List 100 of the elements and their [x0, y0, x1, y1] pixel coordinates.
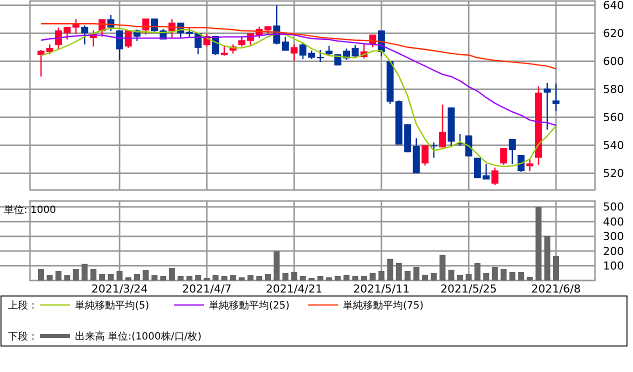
- x-tick-label: 2021/4/21: [266, 282, 322, 296]
- bar: [544, 236, 550, 280]
- candlestick: [544, 82, 551, 130]
- bar: [46, 275, 53, 280]
- x-tick-label: 2021/4/7: [182, 282, 232, 296]
- bar: [72, 269, 79, 280]
- legend-label: 単純移動平均(75): [343, 300, 424, 312]
- x-tick-label: 2021/5/25: [440, 282, 497, 296]
- bar: [274, 251, 280, 280]
- bar: [422, 274, 428, 280]
- bar: [55, 270, 62, 280]
- bar: [151, 275, 158, 280]
- y-tick-label: 600: [603, 55, 624, 68]
- legend-label: 出来高 単位:(1000株/口/枚): [75, 330, 202, 342]
- bar: [134, 274, 140, 280]
- candlestick: [116, 30, 124, 62]
- bar: [125, 277, 132, 280]
- bar: [387, 258, 394, 280]
- bar: [64, 275, 70, 280]
- y-tick-label: 640: [603, 0, 624, 12]
- bar: [247, 275, 254, 280]
- bar: [317, 276, 324, 280]
- y-tick-label: 300: [603, 230, 624, 244]
- legend-label: 単純移動平均(25): [209, 300, 290, 312]
- bar: [221, 276, 228, 280]
- y-tick-label: 520: [603, 167, 624, 180]
- bar: [291, 272, 298, 280]
- bar: [38, 269, 44, 280]
- y-tick-label: 100: [603, 260, 624, 273]
- bar: [378, 270, 384, 280]
- bar: [518, 272, 524, 280]
- y-tick-label: 400: [603, 215, 624, 228]
- candlestick: [526, 158, 534, 172]
- bar: [230, 275, 236, 280]
- bar: [204, 278, 210, 280]
- bar: [430, 272, 437, 280]
- x-tick-label: 2021/5/11: [353, 282, 410, 296]
- bar: [264, 274, 271, 280]
- bar: [526, 276, 533, 280]
- bar: [90, 269, 96, 280]
- bar: [334, 276, 341, 280]
- bar: [404, 270, 411, 280]
- candlestick: [552, 82, 560, 112]
- bar: [413, 266, 420, 280]
- y-tick-label: 500: [603, 200, 624, 214]
- bar: [186, 276, 192, 280]
- bar: [82, 264, 88, 280]
- candlestick: [491, 166, 498, 186]
- candlestick: [422, 144, 429, 166]
- candlestick: [518, 154, 525, 172]
- bar: [300, 276, 306, 280]
- bar: [142, 270, 149, 280]
- candlestick: [439, 104, 446, 148]
- bar: [440, 254, 446, 280]
- bar: [536, 206, 542, 280]
- candlestick: [290, 44, 298, 62]
- bar: [370, 272, 376, 280]
- legend-title: 下段：: [8, 330, 38, 342]
- candlestick: [326, 45, 333, 56]
- bar: [212, 275, 219, 280]
- x-tick-label: 2021/3/24: [91, 282, 148, 296]
- bar: [326, 277, 332, 280]
- bar: [308, 278, 315, 280]
- candlestick: [430, 142, 438, 158]
- bar: [396, 262, 402, 280]
- y-tick-label: 200: [603, 244, 624, 258]
- bar: [116, 270, 123, 280]
- legend-label: 単純移動平均(5): [75, 300, 150, 312]
- bar: [99, 274, 106, 280]
- bar: [168, 268, 175, 280]
- bar: [195, 275, 202, 280]
- bar: [344, 274, 350, 280]
- bar: [352, 276, 358, 280]
- candlestick: [81, 24, 88, 46]
- bar: [474, 262, 480, 280]
- bar: [509, 272, 516, 280]
- candlestick: [500, 147, 508, 166]
- y-tick-label: 560: [603, 111, 624, 124]
- y-tick-label: 540: [603, 139, 624, 152]
- legend-title: 上段：: [8, 300, 38, 312]
- bar: [160, 276, 166, 280]
- bar: [466, 274, 472, 280]
- candlestick: [282, 36, 289, 52]
- y-tick-label: 580: [603, 83, 624, 96]
- bar: [108, 274, 114, 280]
- bar: [483, 272, 490, 280]
- bar: [456, 274, 463, 280]
- bar: [178, 276, 184, 280]
- bar: [448, 270, 454, 280]
- bar: [500, 269, 507, 280]
- bar: [238, 277, 245, 280]
- x-tick-label: 2021/6/8: [531, 282, 581, 296]
- annotation: 単位: 1000: [4, 204, 56, 216]
- bar: [360, 276, 367, 280]
- y-tick-label: 620: [603, 27, 624, 40]
- bar: [553, 256, 559, 280]
- bar: [256, 276, 262, 280]
- bar: [282, 272, 288, 280]
- candlestick: [220, 45, 228, 56]
- bar: [492, 266, 498, 280]
